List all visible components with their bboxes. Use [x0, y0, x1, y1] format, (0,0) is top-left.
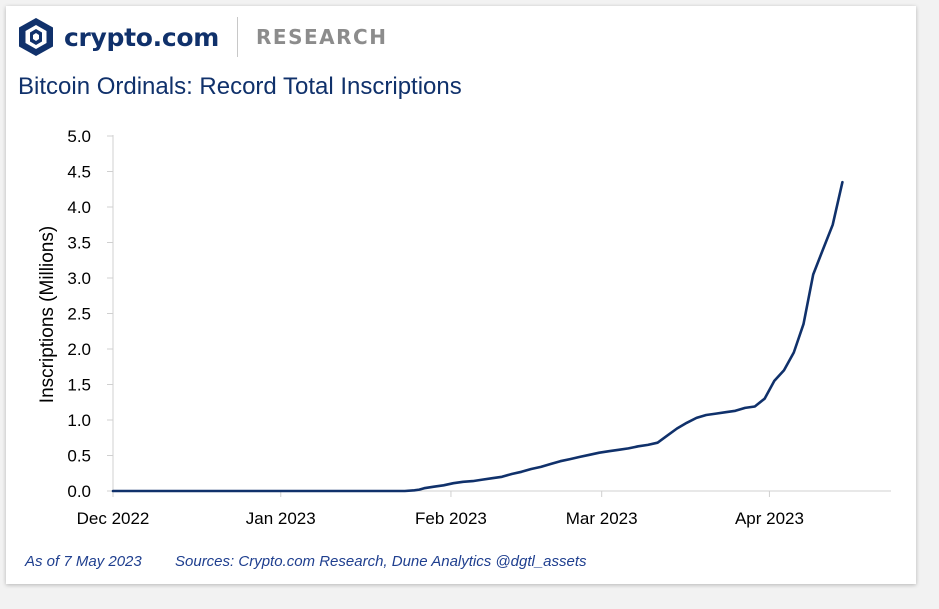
- chart-title: Bitcoin Ordinals: Record Total Inscripti…: [18, 73, 462, 100]
- y-tick-label: 2.0: [67, 340, 91, 359]
- y-tick-label: 3.5: [67, 234, 91, 253]
- x-tick-label: Apr 2023: [735, 509, 804, 528]
- x-tick-label: Jan 2023: [246, 509, 316, 528]
- chart-card: [6, 6, 916, 584]
- section-label: RESEARCH: [256, 25, 388, 49]
- y-tick-label: 5.0: [67, 127, 91, 146]
- y-tick-label: 1.5: [67, 376, 91, 395]
- y-tick-label: 4.5: [67, 163, 91, 182]
- y-tick-label: 1.0: [67, 411, 91, 430]
- x-tick-label: Feb 2023: [415, 509, 487, 528]
- as-of-date: As of 7 May 2023: [25, 553, 142, 570]
- x-tick-label: Dec 2022: [77, 509, 150, 528]
- y-tick-label: 0.0: [67, 482, 91, 501]
- brand-name: crypto.com: [64, 22, 220, 52]
- y-tick-label: 2.5: [67, 305, 91, 324]
- header-divider: [237, 17, 239, 57]
- y-tick-label: 3.0: [67, 269, 91, 288]
- y-axis-label: Inscriptions (Millions): [37, 226, 58, 403]
- crypto-com-logo-icon: [19, 18, 53, 56]
- y-tick-label: 0.5: [67, 447, 91, 466]
- series-line-total-inscriptions: [111, 180, 844, 493]
- y-tick-label: 4.0: [67, 198, 91, 217]
- sources-note: Sources: Crypto.com Research, Dune Analy…: [175, 553, 587, 570]
- brand-header: crypto.com RESEARCH: [18, 17, 387, 57]
- x-tick-label: Mar 2023: [566, 509, 638, 528]
